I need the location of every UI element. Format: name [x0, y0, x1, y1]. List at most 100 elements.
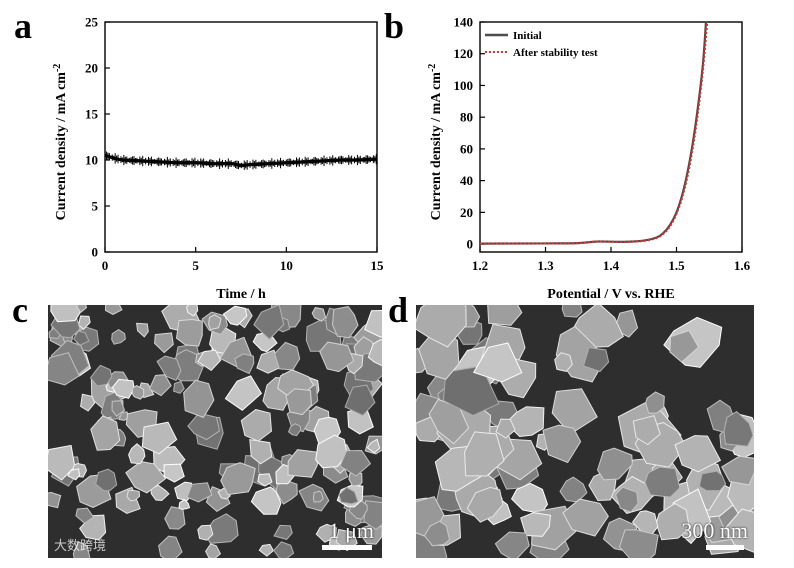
x-tick-label: 1.6	[734, 258, 751, 273]
sem-particle	[274, 341, 301, 371]
sem-particle	[178, 499, 191, 510]
sem-image-d: 300 nm	[416, 305, 754, 558]
y-tick-label: 120	[454, 46, 474, 61]
sem-particle	[111, 329, 126, 345]
sem-particle	[287, 449, 320, 478]
sem-particle	[76, 305, 88, 314]
sem-particle	[240, 409, 273, 442]
y-axis-label: Current density / mA cm-2	[52, 64, 70, 221]
sem-particle	[67, 468, 81, 481]
panel-letter-b: b	[384, 6, 405, 46]
sem-particle	[252, 332, 278, 353]
scale-label-c: 1 μm	[328, 518, 374, 543]
watermark: 大数跨境	[54, 539, 107, 554]
sem-particle	[205, 543, 222, 558]
sem-particle	[542, 424, 582, 464]
sem-particle	[423, 520, 451, 547]
sem-particle	[79, 514, 107, 541]
panel-letter-d: d	[388, 290, 409, 330]
sem-particle	[275, 480, 298, 505]
scale-bar-c	[322, 545, 372, 550]
legend-label: After stability test	[513, 47, 598, 59]
y-tick-label: 0	[92, 245, 99, 260]
sem-particle	[48, 491, 62, 509]
sem-particle	[582, 347, 610, 373]
sem-particle	[466, 486, 504, 523]
sem-particle	[80, 393, 96, 412]
x-tick-label: 5	[192, 258, 199, 273]
sem-particle	[723, 410, 754, 447]
x-tick-label: 10	[280, 258, 293, 273]
sem-particle	[253, 305, 285, 341]
sem-particle	[126, 489, 141, 502]
sem-particle	[561, 305, 583, 318]
panel-letter-c: c	[12, 290, 28, 330]
sem-particle	[48, 444, 76, 481]
sem-particle	[89, 364, 113, 387]
y-axis-label-sup: -2	[52, 64, 63, 72]
y-tick-label: 140	[454, 15, 474, 30]
sem-particle	[273, 541, 295, 558]
sem-particle	[319, 341, 355, 373]
sem-image-c: 1 μm 大数跨境	[48, 305, 382, 558]
sem-particle	[258, 543, 275, 557]
sem-particle	[495, 418, 516, 439]
sem-particle	[348, 472, 363, 487]
sem-particle	[183, 379, 215, 419]
x-tick-label: 15	[371, 258, 385, 273]
sem-particle	[273, 524, 293, 540]
sem-particle	[416, 305, 467, 348]
x-tick-label: 0	[102, 258, 109, 273]
sem-particle	[141, 421, 178, 455]
sem-particle	[339, 449, 372, 477]
sem-particle	[315, 434, 348, 469]
sem-particle	[494, 531, 530, 558]
chart-a: 0 5 10 15 0 5 10 15 20 25 Time / h Current density …	[52, 15, 385, 301]
sem-particle	[311, 307, 327, 322]
sem-particle	[185, 305, 199, 317]
sem-particle	[632, 415, 661, 446]
x-tick-label: 1.5	[668, 258, 685, 273]
sem-particle	[197, 524, 214, 541]
sem-particle	[95, 468, 118, 492]
y-tick-label: 60	[460, 141, 473, 156]
sem-particle	[618, 529, 659, 558]
sem-particle	[645, 391, 665, 414]
y-axis-label-text: Current density / mA cm	[429, 72, 444, 221]
sem-particle	[472, 342, 523, 383]
y-tick-label: 20	[85, 61, 98, 76]
sem-particle	[234, 353, 255, 375]
series-line-after-stability-test	[479, 21, 709, 245]
sem-particle	[186, 482, 213, 503]
x-tick-label: 1.2	[472, 258, 488, 273]
y-tick-label: 40	[460, 173, 473, 188]
sem-particle	[285, 388, 312, 416]
sem-particle	[131, 385, 145, 400]
sem-particle	[197, 349, 222, 372]
sem-particle	[156, 355, 182, 381]
sem-particle	[505, 406, 545, 438]
sem-particle	[72, 541, 91, 558]
sem-particle	[250, 486, 282, 515]
x-tick-label: 1.4	[603, 258, 620, 273]
sem-particle	[150, 484, 170, 502]
sem-particle	[312, 490, 324, 503]
sem-texture-c	[48, 305, 382, 558]
sem-particle	[724, 508, 754, 553]
x-axis-label: Potential / V vs. RHE	[547, 287, 674, 300]
sem-particle	[104, 305, 123, 315]
sem-particle	[208, 314, 222, 331]
sem-particle	[154, 332, 174, 354]
legend-label: Initial	[513, 30, 542, 42]
sem-particle	[50, 305, 83, 323]
x-axis-label: Time / h	[216, 287, 266, 300]
sem-particle	[674, 435, 722, 473]
sem-particle	[125, 460, 167, 494]
sem-particle	[128, 443, 146, 465]
plot-frame	[104, 21, 378, 253]
sem-particle	[367, 338, 382, 367]
sem-particle	[559, 476, 588, 503]
sem-particle	[175, 318, 203, 347]
y-tick-label: 10	[85, 153, 98, 168]
sem-particle	[75, 507, 95, 524]
